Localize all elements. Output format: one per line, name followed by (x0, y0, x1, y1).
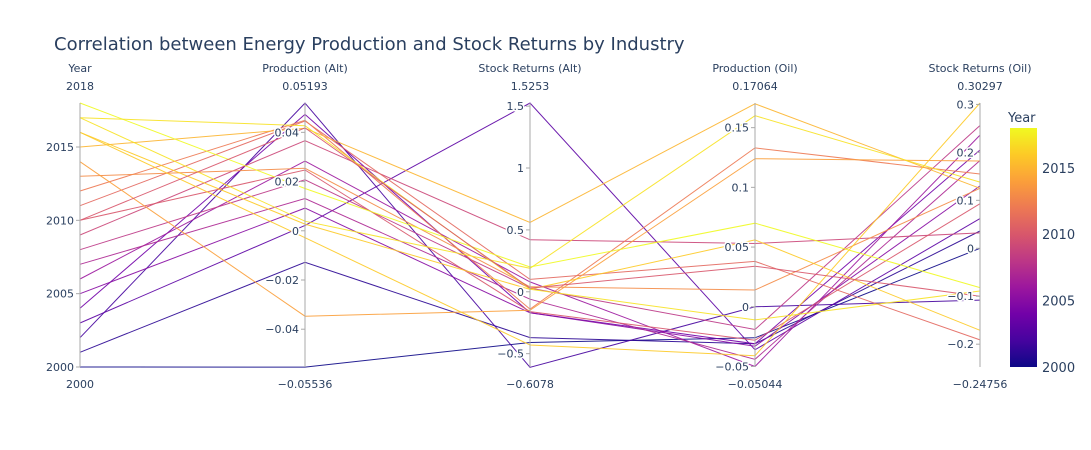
tick-label-halo: 0.02 (275, 176, 300, 189)
axis-min-label: −0.6078 (506, 378, 554, 391)
axis-title: Stock Returns (Alt) (478, 62, 581, 75)
axis-3: Production (Oil)0.17064−0.05044−0.05−0.0… (712, 62, 797, 391)
tick-label: 0.5 (507, 224, 525, 237)
axis-min-label: −0.05044 (728, 378, 783, 391)
tick-label: 2010 (46, 214, 74, 227)
tick-label-halo: 0.3 (957, 98, 975, 111)
colorbar-tick-label: 2000 (1042, 361, 1075, 376)
tick-label: 0.3 (957, 98, 975, 111)
tick-label-halo: 0 (517, 286, 524, 299)
tick-label-halo: 0.2 (957, 146, 975, 159)
tick-label: −0.2 (947, 338, 974, 351)
tick-label: 0 (292, 225, 299, 238)
tick-label: −0.04 (265, 323, 299, 336)
tick-label-halo: 0 (742, 301, 749, 314)
tick-label: 1.5 (507, 100, 525, 113)
tick-label: 0.2 (957, 146, 975, 159)
tick-label: 0.04 (275, 126, 300, 139)
axis-title: Year (67, 62, 92, 75)
colorbar-gradient (1010, 128, 1037, 367)
colorbar-tick-label: 2005 (1042, 295, 1075, 310)
tick-label-halo: −0.04 (265, 323, 299, 336)
axis-title: Production (Oil) (712, 62, 797, 75)
tick-label: 2000 (46, 361, 74, 374)
tick-label: 2015 (46, 141, 74, 154)
tick-label: 0.05 (725, 241, 750, 254)
tick-label: 0.1 (957, 194, 975, 207)
axis-4: Stock Returns (Oil) 0.30297 −0.24756 −0.2 −0… (928, 62, 1031, 391)
tick-label-halo: 2015 (46, 141, 74, 154)
tick-label: 0.1 (732, 181, 750, 194)
tick-label-halo: 0.1 (732, 181, 750, 194)
tick-label-halo: −0.2 (947, 338, 974, 351)
tick-label: 0 (967, 242, 974, 255)
tick-label-halo: 0.15 (725, 122, 750, 135)
axis-min-label: −0.24756 (953, 378, 1008, 391)
tick-label: 2005 (46, 288, 74, 301)
tick-label: −0.5 (497, 348, 524, 361)
tick-label: 0 (517, 286, 524, 299)
chart-title: Correlation between Energy Production an… (54, 34, 685, 55)
axis-1: Production (Alt) 0.05193 −0.05536 −0.04 −0.0… (262, 62, 348, 391)
tick-label-halo: −0.05 (715, 360, 749, 373)
axis-max-label: 2018 (66, 80, 94, 93)
tick-label: −0.02 (265, 274, 299, 287)
axis-title: Production (Alt) (262, 62, 348, 75)
axis-max-label: 1.5253 (511, 80, 550, 93)
tick-label-halo: 0.05 (725, 241, 750, 254)
tick-label-halo: 0 (292, 225, 299, 238)
axis-max-label: 0.30297 (957, 80, 1003, 93)
tick-label-halo: 0.1 (957, 194, 975, 207)
axis-2: Stock Returns (Alt)1.5253−0.6078−0.5−0.5… (478, 62, 581, 391)
tick-label: −0.05 (715, 360, 749, 373)
tick-label-halo: 2005 (46, 288, 74, 301)
tick-label-halo: 0.5 (507, 224, 525, 237)
axes: Year201820002000200020052005201020102015… (45, 62, 1032, 391)
tick-label: 0 (742, 301, 749, 314)
tick-label-halo: 2000 (46, 361, 74, 374)
axis-min-label: −0.05536 (278, 378, 333, 391)
tick-label-halo: −0.02 (265, 274, 299, 287)
tick-label-halo: 2010 (46, 214, 74, 227)
colorbar-tick-label: 2010 (1042, 228, 1075, 243)
tick-label: 0.02 (275, 176, 300, 189)
colorbar: Year 2000 2005 2010 2015 (1007, 111, 1075, 376)
colorbar-tick-label: 2015 (1042, 162, 1075, 177)
axis-max-label: 0.17064 (732, 80, 778, 93)
tick-label-halo: −0.1 (947, 290, 974, 303)
record-line-2 (79, 102, 981, 368)
axis-min-label: 2000 (66, 378, 94, 391)
axis-title: Stock Returns (Oil) (928, 62, 1031, 75)
tick-label-halo: 0 (967, 242, 974, 255)
tick-label-halo: 1 (517, 162, 524, 175)
axis-0: Year201820002000200020052005201020102015… (45, 62, 95, 391)
tick-label-halo: 1.5 (507, 100, 525, 113)
tick-label-halo: −0.5 (497, 348, 524, 361)
tick-label: 1 (517, 162, 524, 175)
axis-max-label: 0.05193 (282, 80, 328, 93)
tick-label: −0.1 (947, 290, 974, 303)
tick-label: 0.15 (725, 122, 750, 135)
colorbar-title: Year (1007, 111, 1036, 126)
tick-label-halo: 0.04 (275, 126, 300, 139)
